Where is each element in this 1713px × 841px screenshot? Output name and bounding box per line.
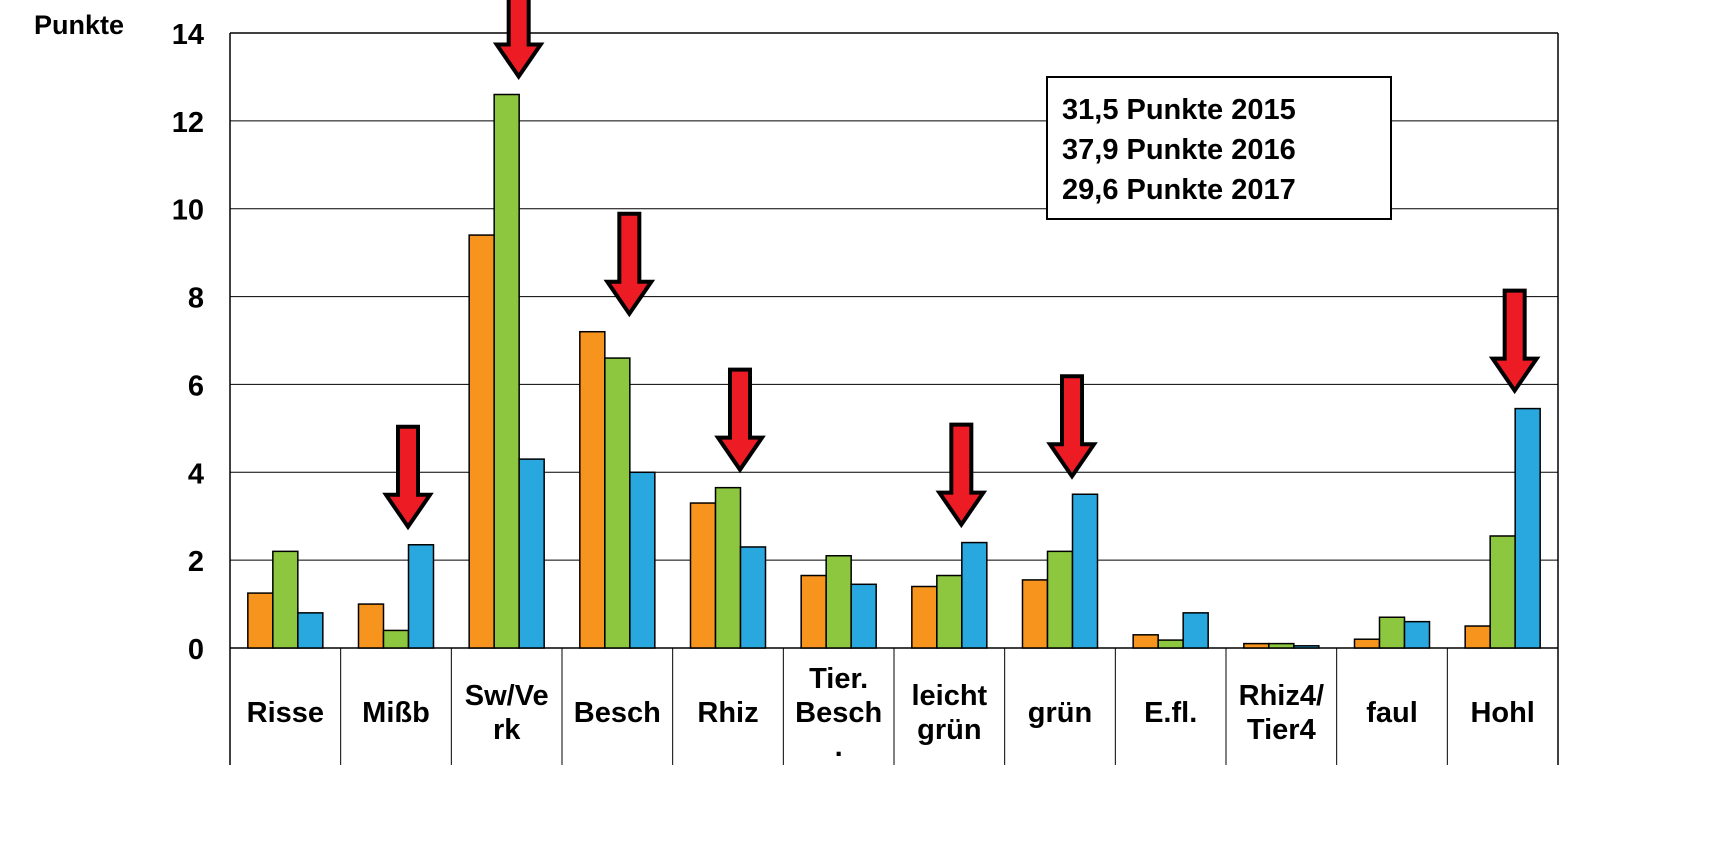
bar: [1514, 407, 1541, 649]
bar: [1243, 642, 1270, 649]
bar: [961, 541, 988, 649]
annotation-line-2017: 29,6 Punkte 2017: [1062, 174, 1296, 206]
x-tick-label: leicht: [911, 680, 987, 712]
bar: [850, 583, 877, 649]
bar: [1071, 493, 1099, 649]
bar: [1464, 625, 1491, 649]
x-tick-label: Tier4: [1247, 714, 1316, 746]
totals-annotation-box: 31,5 Punkte 2015 37,9 Punkte 2016 29,6 P…: [1046, 76, 1392, 220]
down-arrow-icon: [492, 0, 545, 81]
annotation-line-2016: 37,9 Punkte 2016: [1062, 134, 1296, 166]
down-arrow-icon: [1046, 374, 1098, 480]
y-axis-label: Punkte: [34, 10, 125, 40]
x-tick-label: Hohl: [1470, 697, 1534, 729]
x-tick-label: Rhiz: [697, 697, 758, 729]
down-arrow-icon: [714, 367, 766, 474]
bar: [936, 574, 963, 649]
x-tick-label: faul: [1366, 697, 1418, 729]
bar: [382, 629, 410, 649]
bar: [247, 592, 274, 649]
bar: [357, 603, 385, 649]
y-tick-label: 6: [188, 370, 204, 402]
bar: [1378, 616, 1406, 649]
y-tick-label: 12: [172, 107, 204, 139]
bar: [518, 458, 545, 649]
y-tick-label: 4: [188, 458, 204, 490]
x-tick-label: .: [835, 731, 843, 763]
down-arrow-icon: [603, 211, 656, 318]
bar: [714, 486, 742, 649]
bar: [297, 612, 324, 649]
y-tick-label: 14: [172, 19, 204, 51]
x-tick-label: rk: [493, 714, 521, 746]
bar: [604, 357, 631, 649]
bar: [629, 471, 656, 649]
bar: [825, 555, 852, 649]
bar: [1293, 645, 1320, 649]
bar: [1489, 535, 1516, 649]
bar: [272, 550, 299, 649]
bar: [1157, 639, 1184, 649]
bar: [407, 544, 435, 649]
y-tick-label: 2: [188, 546, 204, 578]
bar: [689, 502, 717, 649]
x-tick-label: grün: [917, 714, 981, 746]
bar: [800, 574, 827, 649]
down-arrow-icon: [382, 424, 434, 531]
y-tick-label: 10: [172, 195, 204, 227]
x-tick-label: grün: [1028, 697, 1092, 729]
x-tick-label: Sw/Ve: [465, 680, 549, 712]
y-tick-label: 8: [188, 283, 204, 315]
x-tick-label: Besch: [795, 697, 882, 729]
bar: [1268, 642, 1295, 649]
bar: [1132, 634, 1159, 649]
bar: [1403, 620, 1431, 649]
bar: [739, 546, 767, 649]
annotation-line-2015: 31,5 Punkte 2015: [1062, 94, 1296, 126]
bar: [911, 585, 938, 649]
x-tick-label: E.fl.: [1144, 697, 1197, 729]
bar: [1182, 612, 1209, 649]
down-arrow-icon: [935, 422, 988, 529]
x-tick-label: Mißb: [362, 697, 430, 729]
bar: [468, 234, 495, 649]
down-arrow-icon: [1488, 288, 1541, 395]
y-tick-label: 0: [188, 634, 204, 666]
x-tick-label: Rhiz4/: [1239, 680, 1324, 712]
bar: [579, 330, 606, 649]
x-tick-label: Besch: [574, 697, 661, 729]
bar: [1021, 579, 1049, 649]
x-tick-label: Risse: [247, 697, 324, 729]
bar: [1353, 638, 1381, 649]
bar: [493, 93, 520, 649]
x-tick-label: Tier.: [809, 663, 868, 695]
bar: [1046, 550, 1074, 649]
